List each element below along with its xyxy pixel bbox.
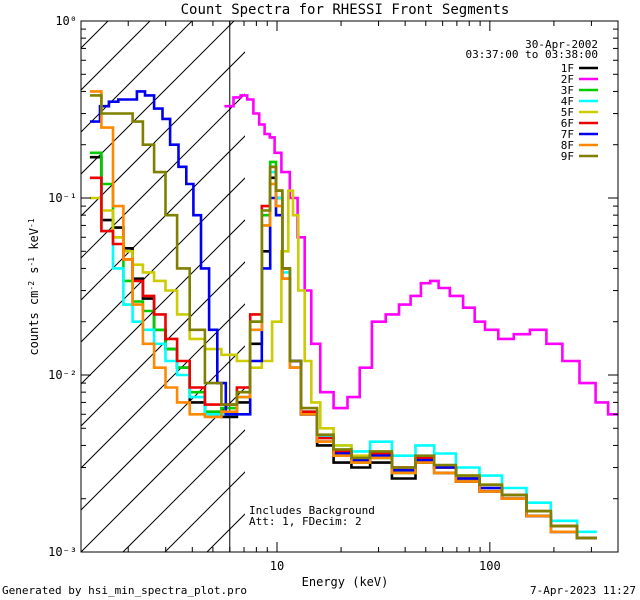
annotation-attenuator: Att: 1, FDecim: 2 <box>249 515 362 528</box>
series-line-2F <box>224 94 618 416</box>
x-tick-label: 10 <box>270 559 284 573</box>
hatch-line <box>81 219 245 385</box>
x-tick-label: 100 <box>479 559 501 573</box>
hatch-line <box>81 21 235 175</box>
legend-label-3F: 3F <box>561 84 574 97</box>
legend-label-5F: 5F <box>561 106 574 119</box>
legend-time-range: 03:37:00 to 03:38:00 <box>466 48 598 61</box>
hatch-line <box>81 303 245 469</box>
y-tick-label: 10⁻³ <box>48 545 77 559</box>
y-tick-label: 10⁻² <box>48 368 77 382</box>
chart-title: Count Spectra for RHESSI Front Segments <box>181 2 510 18</box>
series-line-4F <box>89 170 597 534</box>
hatch-line <box>81 51 245 217</box>
legend-date: 30-Apr-2002 <box>525 38 598 51</box>
y-axis-label-text: counts cm-2 s-1 keV-1 <box>27 218 42 355</box>
legend-label-2F: 2F <box>561 73 574 86</box>
hatch-line <box>81 21 109 49</box>
footer-generated-by: Generated by hsi_min_spectra_plot.pro <box>2 584 247 597</box>
legend-label-1F: 1F <box>561 62 574 75</box>
hatch-line <box>206 513 245 552</box>
hatch-line <box>81 261 245 427</box>
y-axis-label: counts cm-2 s-1 keV-1 <box>27 218 42 355</box>
hatch-line <box>81 345 245 511</box>
legend-label-7F: 7F <box>561 128 574 141</box>
legend-label-6F: 6F <box>561 117 574 130</box>
hatch-line <box>459 21 640 552</box>
annotation-background: Includes Background <box>249 504 375 517</box>
legend-label-9F: 9F <box>561 150 574 163</box>
plot-frame <box>80 20 619 553</box>
legend-label-8F: 8F <box>561 139 574 152</box>
series-line-8F <box>89 90 597 540</box>
hatch-line <box>122 429 245 552</box>
series-line-5F <box>89 189 597 540</box>
footer-timestamp: 7-Apr-2023 11:27 <box>530 584 636 597</box>
x-axis-label: Energy (keV) <box>302 575 389 589</box>
hatch-line <box>81 93 245 259</box>
y-tick-label: 10⁰ <box>55 14 77 28</box>
y-tick-label: 10⁻¹ <box>48 191 77 205</box>
hatch-line <box>81 387 245 552</box>
hatch-line <box>627 21 640 552</box>
hatched-region <box>81 21 640 552</box>
hatch-line <box>81 135 245 301</box>
hatch-line <box>81 177 245 343</box>
series-layer <box>89 90 618 540</box>
series-line-9F <box>89 94 597 540</box>
series-line-7F <box>89 90 597 540</box>
axis-ticks: 10 100 10⁻³ 10⁻² 10⁻¹ 10⁰ <box>48 14 619 573</box>
hatch-line <box>81 21 193 133</box>
legend-label-4F: 4F <box>561 95 574 108</box>
